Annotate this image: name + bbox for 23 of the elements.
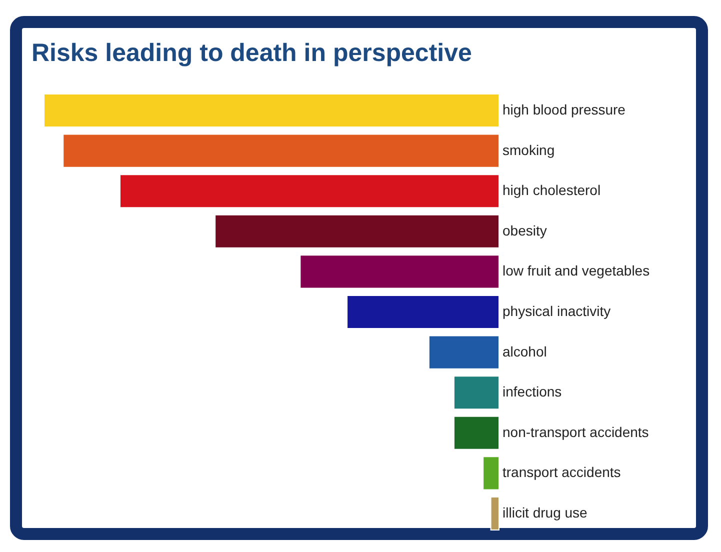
y-tick-label: smoking	[502, 142, 555, 158]
y-tick-label: infections	[502, 384, 562, 400]
y-tick-label: obesity	[502, 222, 547, 238]
bar	[482, 456, 500, 490]
y-tick-label: physical inactivity	[502, 303, 611, 319]
bar	[453, 376, 500, 410]
bar	[490, 496, 500, 530]
y-tick-label: transport accidents	[502, 464, 621, 480]
y-tick-label: high blood pressure	[502, 102, 626, 118]
bar	[300, 254, 500, 289]
bar	[453, 416, 500, 450]
y-tick-label: low fruit and vegetables	[502, 262, 650, 279]
bar	[214, 214, 500, 248]
bar	[428, 335, 500, 370]
y-tick-label: non-transport accidents	[502, 424, 649, 440]
y-tick-label: alcohol	[502, 343, 547, 360]
bar	[62, 134, 500, 168]
chart-title: Risks leading to death in perspective	[32, 39, 472, 67]
bar	[119, 174, 500, 208]
bar	[346, 294, 500, 330]
y-tick-label: illicit drug use	[502, 504, 588, 520]
y-tick-label: high cholesterol	[502, 182, 601, 198]
bar	[44, 94, 500, 128]
